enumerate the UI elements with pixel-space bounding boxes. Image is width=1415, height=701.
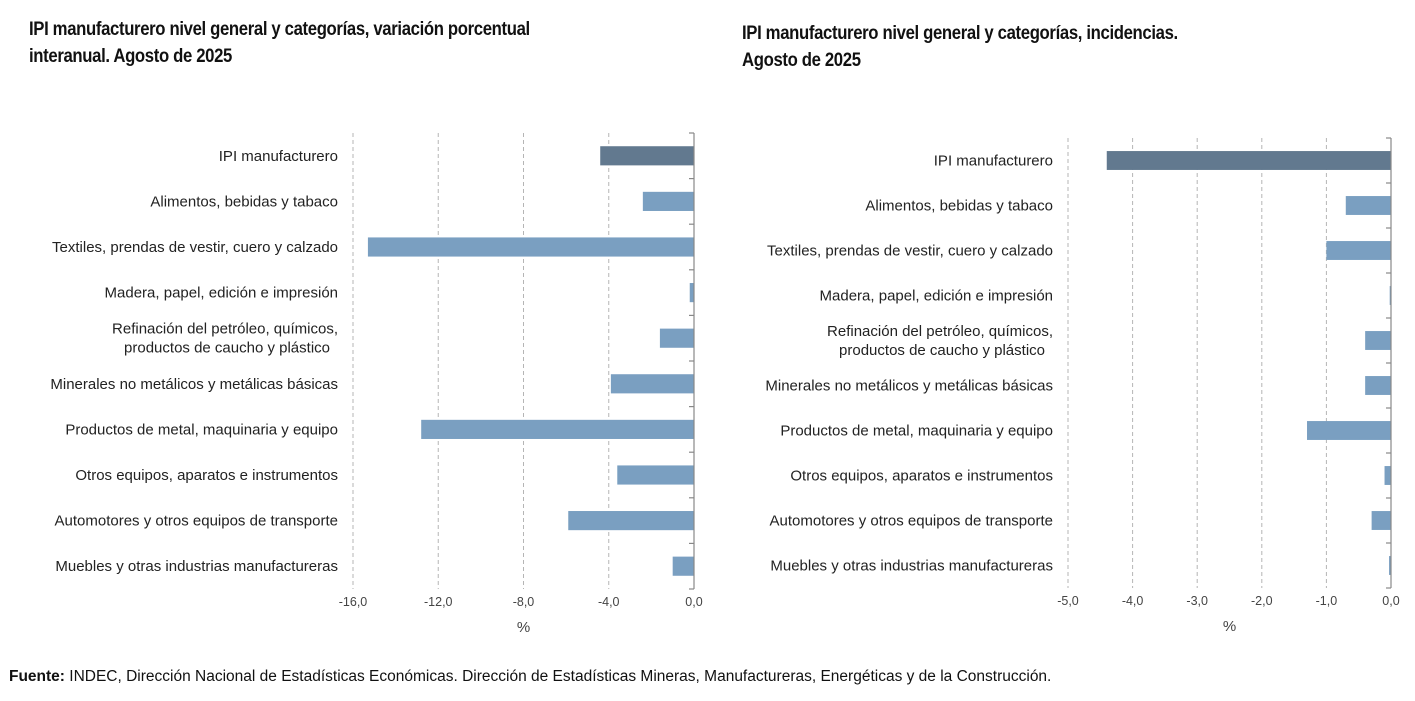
bar — [610, 374, 694, 394]
category-label: Refinación del petróleo, químicos, — [827, 323, 1053, 340]
bar — [642, 191, 694, 211]
x-tick-label: -4,0 — [1122, 594, 1144, 608]
source-footnote: Fuente: INDEC, Dirección Nacional de Est… — [9, 668, 1051, 686]
category-label: Alimentos, bebidas y tabaco — [150, 193, 338, 210]
category-label: Madera, papel, edición e impresión — [820, 288, 1053, 305]
chart-title-variacion: IPI manufacturero nivel general y catego… — [29, 16, 530, 70]
x-tick-label: -2,0 — [1251, 594, 1273, 608]
title-line: Agosto de 2025 — [742, 50, 861, 71]
x-tick-label: -5,0 — [1057, 594, 1079, 608]
bar — [1389, 556, 1391, 575]
category-label: productos de caucho y plástico — [124, 340, 330, 357]
category-label: Otros equipos, aparatos e instrumentos — [790, 468, 1053, 485]
bar — [1371, 511, 1391, 530]
bar — [1384, 466, 1391, 485]
x-tick-label: -8,0 — [513, 595, 535, 609]
category-label: Textiles, prendas de vestir, cuero y cal… — [52, 239, 338, 256]
category-label: Productos de metal, maquinaria y equipo — [65, 421, 338, 438]
category-label: Muebles y otras industrias manufacturera… — [55, 558, 338, 575]
category-label: Automotores y otros equipos de transport… — [770, 513, 1054, 530]
x-axis-label: % — [517, 619, 530, 636]
category-label: Refinación del petróleo, químicos, — [112, 321, 338, 338]
bar — [1389, 286, 1391, 305]
source-label: Fuente: — [9, 668, 65, 685]
x-tick-label: -16,0 — [339, 595, 368, 609]
category-label: Textiles, prendas de vestir, cuero y cal… — [767, 243, 1053, 260]
category-label: productos de caucho y plástico — [839, 342, 1045, 359]
bar — [1307, 421, 1391, 440]
category-label: Otros equipos, aparatos e instrumentos — [75, 467, 338, 484]
bar — [367, 237, 694, 257]
category-label: Minerales no metálicos y metálicas básic… — [765, 378, 1053, 395]
bar — [1365, 376, 1391, 395]
x-tick-label: -3,0 — [1186, 594, 1208, 608]
category-label: Madera, papel, edición e impresión — [105, 285, 338, 302]
chart-title-incidencias: IPI manufacturero nivel general y catego… — [742, 20, 1178, 74]
bar-total — [1106, 151, 1391, 170]
category-label: Minerales no metálicos y metálicas básic… — [50, 376, 338, 393]
bar — [568, 511, 694, 531]
x-tick-label: 0,0 — [1382, 594, 1399, 608]
bar — [421, 419, 694, 439]
x-tick-label: 0,0 — [685, 595, 702, 609]
bar — [672, 556, 694, 576]
category-label: Alimentos, bebidas y tabaco — [865, 198, 1053, 215]
category-label: Automotores y otros equipos de transport… — [55, 513, 339, 530]
x-tick-label: -4,0 — [598, 595, 620, 609]
x-tick-label: -1,0 — [1316, 594, 1338, 608]
title-line: IPI manufacturero nivel general y catego… — [29, 19, 530, 40]
bar — [689, 283, 694, 303]
x-axis-label: % — [1223, 618, 1236, 635]
category-label: IPI manufacturero — [934, 153, 1053, 170]
bar — [1365, 331, 1391, 350]
x-tick-label: -12,0 — [424, 595, 453, 609]
category-label: IPI manufacturero — [219, 148, 338, 165]
category-label: Muebles y otras industrias manufacturera… — [770, 558, 1053, 575]
category-label: Productos de metal, maquinaria y equipo — [780, 423, 1053, 440]
source-text: INDEC, Dirección Nacional de Estadística… — [64, 668, 1052, 685]
bar — [1345, 196, 1391, 215]
bar — [617, 465, 694, 485]
title-line: IPI manufacturero nivel general y catego… — [742, 23, 1178, 44]
bar-total — [600, 146, 694, 166]
bar — [1326, 241, 1391, 260]
bar — [659, 328, 694, 348]
title-line: interanual. Agosto de 2025 — [29, 46, 233, 67]
